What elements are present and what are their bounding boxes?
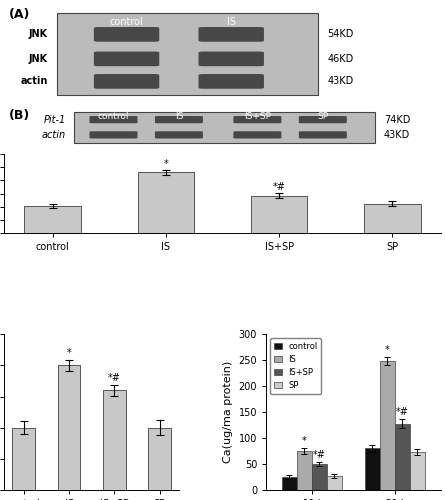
Legend: control, IS, IS+SP, SP: control, IS, IS+SP, SP [270, 338, 321, 394]
Text: (B): (B) [9, 109, 30, 122]
Bar [12, 428, 35, 490]
Text: JNK: JNK [29, 54, 48, 64]
Text: *#: *# [273, 182, 286, 192]
Text: 54KD: 54KD [327, 30, 353, 40]
Bar [395, 424, 410, 490]
Bar [365, 448, 380, 490]
FancyBboxPatch shape [198, 52, 264, 66]
Bar [138, 172, 194, 234]
Text: IS: IS [175, 112, 183, 122]
FancyBboxPatch shape [94, 52, 159, 66]
Text: 74KD: 74KD [384, 114, 410, 124]
Bar [24, 206, 81, 234]
FancyBboxPatch shape [299, 132, 347, 138]
Text: *#: *# [396, 408, 409, 418]
Bar [410, 452, 425, 490]
FancyBboxPatch shape [94, 74, 159, 88]
FancyBboxPatch shape [57, 13, 319, 95]
Text: control: control [109, 17, 143, 27]
Text: *: * [163, 160, 168, 170]
Text: Pit-1: Pit-1 [43, 114, 65, 124]
Bar [103, 390, 125, 490]
Text: (A): (A) [9, 8, 30, 21]
Text: actin: actin [20, 76, 48, 86]
FancyBboxPatch shape [198, 27, 264, 42]
FancyBboxPatch shape [233, 132, 281, 138]
FancyBboxPatch shape [155, 132, 203, 138]
Bar [380, 361, 395, 490]
FancyBboxPatch shape [233, 116, 281, 124]
Bar [282, 477, 297, 490]
Bar [148, 428, 171, 490]
Text: *#: *# [108, 373, 121, 383]
FancyBboxPatch shape [155, 116, 203, 124]
Bar [58, 366, 81, 490]
Text: IS+SP: IS+SP [244, 112, 271, 122]
Bar [251, 196, 307, 234]
Text: 43KD: 43KD [384, 130, 410, 140]
Bar [312, 464, 327, 490]
Text: 46KD: 46KD [327, 54, 353, 64]
Text: actin: actin [41, 130, 65, 140]
Text: control: control [98, 112, 129, 122]
Bar [297, 451, 312, 490]
Text: *: * [385, 345, 390, 355]
Bar [327, 476, 342, 490]
Text: *#: *# [313, 450, 326, 460]
FancyBboxPatch shape [74, 112, 375, 143]
Text: JNK: JNK [29, 30, 48, 40]
Text: SP: SP [317, 112, 328, 122]
FancyBboxPatch shape [89, 132, 138, 138]
Bar [364, 204, 421, 234]
FancyBboxPatch shape [89, 116, 138, 124]
FancyBboxPatch shape [94, 27, 159, 42]
Text: *: * [302, 436, 307, 446]
FancyBboxPatch shape [299, 116, 347, 124]
Text: 43KD: 43KD [327, 76, 353, 86]
FancyBboxPatch shape [198, 74, 264, 88]
Text: IS: IS [227, 17, 236, 27]
Y-axis label: Ca(ug/ma protein): Ca(ug/ma protein) [223, 361, 233, 463]
Text: *: * [67, 348, 71, 358]
